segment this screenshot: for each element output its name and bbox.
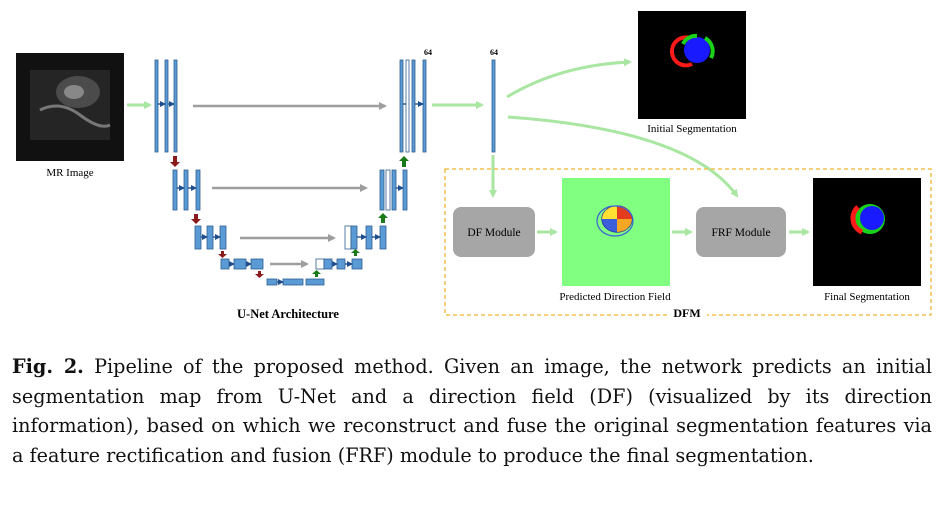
bottleneck-c (305, 278, 325, 286)
final-segmentation-image (813, 178, 921, 286)
mr-image-label: MR Image (46, 167, 93, 179)
pipeline-diagram: MR Image (16, 11, 932, 321)
arrow-to-initial-seg (506, 58, 632, 99)
enc3-a (194, 225, 202, 250)
enc2-b (183, 169, 189, 211)
unet (154, 59, 496, 286)
arrow-to-frf (507, 115, 739, 198)
df-module-label: DF Module (467, 227, 520, 239)
dec1-c (411, 59, 416, 153)
dec2-b (385, 169, 391, 211)
dec4-c (336, 258, 346, 270)
skip-connections (193, 102, 387, 268)
dec4-d (351, 258, 363, 270)
mr-image (16, 53, 124, 161)
dec2-a (379, 169, 385, 211)
dec2-c (391, 169, 397, 211)
dec3-b (350, 225, 358, 250)
enc3-b (206, 225, 214, 250)
dec1-d (422, 59, 427, 153)
predicted-direction-field-image (562, 178, 670, 286)
dec3-a (344, 225, 352, 250)
figure-label: Fig. 2. (12, 355, 84, 378)
unet-title: U-Net Architecture (237, 307, 339, 321)
enc4-b (233, 258, 247, 270)
bottleneck-b (282, 278, 304, 286)
frf-module-box (696, 207, 786, 257)
dec2-d (402, 169, 408, 211)
enc4-c (250, 258, 264, 270)
down-arrows (170, 156, 264, 278)
dec4-a (315, 258, 325, 270)
bottleneck-a (266, 278, 278, 286)
initial-segmentation-label: Initial Segmentation (647, 123, 737, 135)
enc3-c (219, 225, 227, 250)
enc2-c (195, 169, 201, 211)
dec1-a (399, 59, 404, 153)
enc2-a (172, 169, 178, 211)
dfm-label: DFM (673, 306, 700, 320)
caption-text: Pipeline of the proposed method. Given a… (12, 355, 933, 467)
frf-module-label: FRF Module (711, 227, 770, 239)
out-block (491, 59, 496, 153)
dec3-c (365, 225, 373, 250)
dec1-b (405, 59, 410, 153)
final-segmentation-label: Final Segmentation (824, 291, 910, 303)
initial-segmentation-image (638, 11, 746, 119)
conv-arrows (158, 101, 424, 285)
enc1-b (164, 59, 169, 153)
figure-caption: Fig. 2. Pipeline of the proposed method.… (12, 352, 932, 470)
df-module-box (453, 207, 535, 257)
enc1-c (173, 59, 178, 153)
enc4-a (220, 258, 230, 270)
up-arrows (312, 156, 409, 277)
channels-label-decoder: 64 (424, 48, 432, 57)
channels-label-output: 64 (490, 48, 498, 57)
dec3-d (379, 225, 387, 250)
enc1-a (154, 59, 159, 153)
predicted-direction-field-label: Predicted Direction Field (559, 291, 671, 303)
dec4-b (323, 258, 333, 270)
